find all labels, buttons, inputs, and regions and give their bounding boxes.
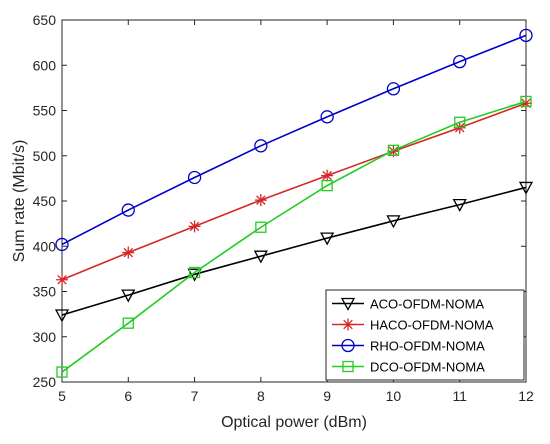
data-point (121, 289, 136, 303)
y-tick-label: 500 (33, 148, 57, 164)
y-tick-label: 400 (33, 238, 57, 254)
series-line (61, 34, 527, 246)
y-tick-label: 350 (33, 284, 57, 300)
legend-label: ACO-OFDM-NOMA (370, 297, 484, 312)
data-point (254, 194, 267, 207)
x-tick-label: 5 (58, 388, 66, 404)
legend: ACO-OFDM-NOMA HACO-OFDM-NOMA RHO-OFDM-NOMA… (325, 289, 525, 381)
data-point (519, 28, 533, 43)
data-point (253, 250, 268, 264)
data-point (320, 232, 335, 246)
legend-box (325, 289, 525, 381)
data-point (321, 179, 333, 192)
y-tick-label: 650 (33, 12, 57, 28)
x-axis-label: Optical power (dBm) (221, 414, 367, 431)
data-point (452, 198, 467, 212)
legend-marker (342, 360, 354, 373)
y-axis-label: Sum rate (Mbit/s) (11, 140, 28, 263)
data-point (454, 116, 466, 128)
data-point (321, 169, 334, 182)
series-line (61, 102, 527, 281)
legend-marker (341, 338, 355, 353)
y-tick-label: 300 (33, 329, 57, 345)
series-2 (55, 28, 533, 252)
y-tick-label: 450 (33, 193, 57, 209)
data-point (520, 95, 532, 108)
x-tick-label: 7 (191, 388, 199, 404)
legend-marker (342, 318, 354, 331)
data-point (55, 237, 69, 252)
x-tick-label: 6 (124, 388, 132, 404)
data-point (520, 97, 532, 110)
x-tick-label: 11 (452, 388, 467, 404)
y-tick-label: 250 (33, 374, 57, 390)
legend-marker (340, 297, 356, 311)
data-point (121, 203, 135, 217)
data-point (122, 246, 135, 259)
y-tick-label: 600 (33, 57, 57, 73)
series-line (61, 186, 527, 316)
data-point (386, 215, 401, 229)
data-point (188, 266, 201, 279)
legend-label: RHO-OFDM-NOMA (370, 339, 485, 354)
data-point (386, 82, 401, 96)
data-point (518, 181, 534, 195)
ticks-layer: 5 6 7 8 9 10 11 12 250 300 350 400 450 500 550 600 650 (33, 12, 534, 404)
series-line (61, 100, 527, 373)
data-point (122, 317, 134, 329)
data-point (453, 54, 467, 69)
legend-label: HACO-OFDM-NOMA (370, 318, 494, 333)
data-point (320, 110, 334, 124)
legend-label: DCO-OFDM-NOMA (370, 360, 485, 375)
x-tick-label: 8 (257, 388, 265, 404)
data-point (387, 144, 400, 156)
series-layer (54, 28, 534, 378)
x-tick-label: 12 (518, 388, 534, 404)
data-point (188, 220, 201, 233)
data-point (56, 273, 68, 286)
x-tick-label: 9 (323, 388, 331, 404)
data-point (56, 366, 68, 378)
data-point (255, 221, 267, 233)
data-point (187, 170, 202, 185)
data-point (54, 309, 70, 323)
series-3 (56, 95, 532, 378)
y-tick-label: 550 (33, 103, 57, 119)
data-point (254, 139, 268, 153)
x-tick-label: 10 (386, 388, 402, 404)
